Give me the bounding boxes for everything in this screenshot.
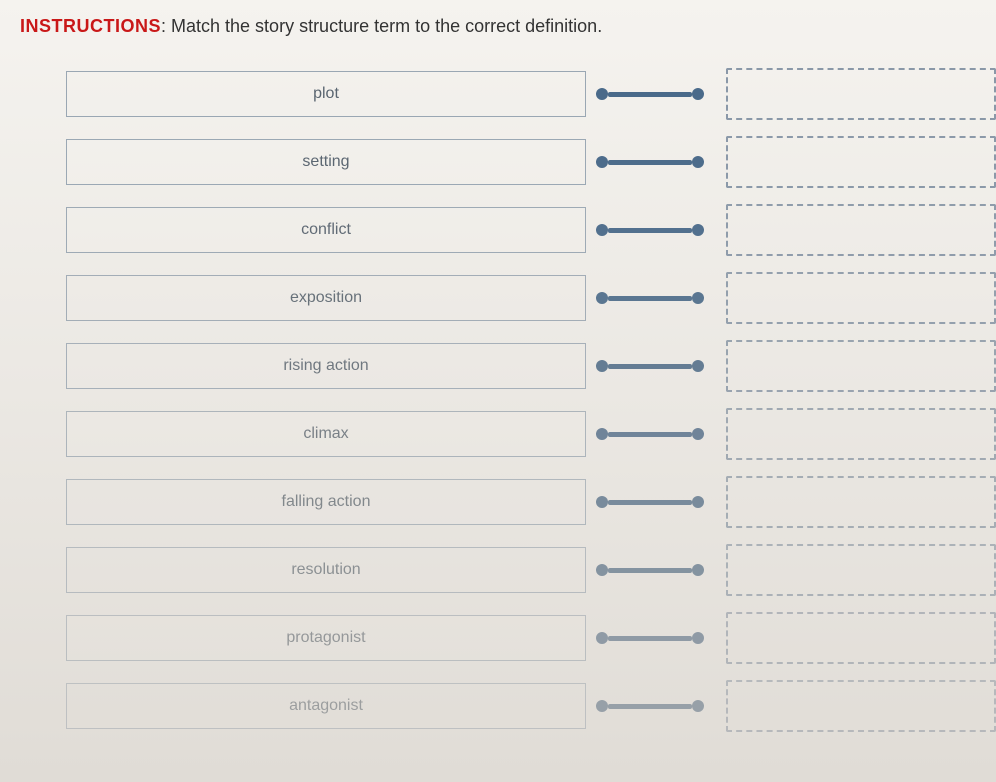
instructions-label: INSTRUCTIONS [20, 16, 161, 36]
connector-dot-left [596, 88, 608, 100]
connector[interactable] [596, 632, 704, 644]
drop-zone[interactable] [726, 476, 996, 528]
connector-line [608, 432, 692, 437]
match-row: antagonist [66, 683, 996, 729]
term-box-antagonist[interactable]: antagonist [66, 683, 586, 729]
drop-zone[interactable] [726, 272, 996, 324]
drop-zone[interactable] [726, 408, 996, 460]
drop-zone[interactable] [726, 340, 996, 392]
connector-dot-left [596, 428, 608, 440]
term-label: conflict [301, 221, 351, 239]
term-label: setting [302, 153, 349, 171]
connector-dot-left [596, 360, 608, 372]
term-label: resolution [291, 561, 360, 579]
drop-zone[interactable] [726, 544, 996, 596]
term-label: climax [303, 425, 348, 443]
connector-dot-left [596, 224, 608, 236]
connector[interactable] [596, 88, 704, 100]
match-row: protagonist [66, 615, 996, 661]
connector[interactable] [596, 496, 704, 508]
term-box-protagonist[interactable]: protagonist [66, 615, 586, 661]
term-box-climax[interactable]: climax [66, 411, 586, 457]
connector-dot-right [692, 224, 704, 236]
instructions-separator: : [161, 16, 171, 36]
connector-line [608, 160, 692, 165]
connector-dot-right [692, 156, 704, 168]
drop-zone[interactable] [726, 204, 996, 256]
connector[interactable] [596, 292, 704, 304]
connector-dot-right [692, 88, 704, 100]
connector[interactable] [596, 156, 704, 168]
connector-line [608, 568, 692, 573]
connector-dot-right [692, 292, 704, 304]
match-row: rising action [66, 343, 996, 389]
connector-line [608, 704, 692, 709]
term-box-conflict[interactable]: conflict [66, 207, 586, 253]
drop-zone[interactable] [726, 680, 996, 732]
connector[interactable] [596, 700, 704, 712]
term-box-plot[interactable]: plot [66, 71, 586, 117]
connector-line [608, 228, 692, 233]
connector-dot-right [692, 428, 704, 440]
connector-line [608, 92, 692, 97]
connector-dot-left [596, 564, 608, 576]
term-box-setting[interactable]: setting [66, 139, 586, 185]
term-label: protagonist [286, 629, 365, 647]
instructions: INSTRUCTIONS: Match the story structure … [20, 16, 996, 37]
connector-dot-right [692, 564, 704, 576]
term-label: plot [313, 85, 339, 103]
connector-dot-left [596, 632, 608, 644]
connector-dot-left [596, 156, 608, 168]
term-label: exposition [290, 289, 362, 307]
term-label: antagonist [289, 697, 363, 715]
match-row: exposition [66, 275, 996, 321]
connector-line [608, 364, 692, 369]
term-label: rising action [283, 357, 368, 375]
match-row: setting [66, 139, 996, 185]
connector-dot-right [692, 700, 704, 712]
match-row: resolution [66, 547, 996, 593]
match-row: plot [66, 71, 996, 117]
connector-dot-left [596, 292, 608, 304]
match-rows: plot setting conflict exposition rising … [20, 71, 996, 729]
connector[interactable] [596, 428, 704, 440]
connector-dot-right [692, 632, 704, 644]
term-box-resolution[interactable]: resolution [66, 547, 586, 593]
term-label: falling action [282, 493, 371, 511]
connector-dot-left [596, 496, 608, 508]
term-box-rising-action[interactable]: rising action [66, 343, 586, 389]
drop-zone[interactable] [726, 136, 996, 188]
drop-zone[interactable] [726, 612, 996, 664]
match-row: climax [66, 411, 996, 457]
connector-dot-right [692, 496, 704, 508]
connector-line [608, 636, 692, 641]
connector-line [608, 500, 692, 505]
match-row: conflict [66, 207, 996, 253]
drop-zone[interactable] [726, 68, 996, 120]
connector[interactable] [596, 224, 704, 236]
connector-dot-left [596, 700, 608, 712]
connector[interactable] [596, 564, 704, 576]
instructions-text: Match the story structure term to the co… [171, 16, 602, 36]
match-row: falling action [66, 479, 996, 525]
term-box-exposition[interactable]: exposition [66, 275, 586, 321]
connector-dot-right [692, 360, 704, 372]
connector[interactable] [596, 360, 704, 372]
connector-line [608, 296, 692, 301]
term-box-falling-action[interactable]: falling action [66, 479, 586, 525]
